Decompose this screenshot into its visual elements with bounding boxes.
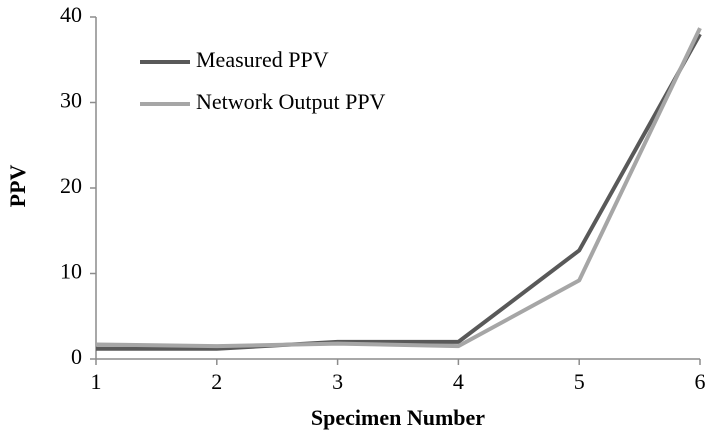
- y-tick-label: 30: [60, 88, 82, 113]
- y-tick-label: 40: [60, 2, 82, 27]
- series-line: [95, 27, 702, 349]
- x-tick-label: 4: [453, 369, 464, 394]
- x-tick-label: 3: [332, 369, 343, 394]
- legend-label: Measured PPV: [196, 47, 329, 72]
- y-tick-label: 20: [60, 173, 82, 198]
- y-tick-label: 10: [60, 259, 82, 284]
- y-tick-label: 0: [71, 344, 82, 369]
- legend-label: Network Output PPV: [196, 89, 386, 114]
- y-axis-title: PPV: [5, 165, 30, 208]
- series-line: [96, 33, 702, 351]
- x-tick-label: 6: [695, 369, 706, 394]
- x-tick-label: 2: [211, 369, 222, 394]
- x-tick-label: 5: [574, 369, 585, 394]
- x-tick-label: 1: [91, 369, 102, 394]
- x-axis-title: Specimen Number: [311, 405, 485, 430]
